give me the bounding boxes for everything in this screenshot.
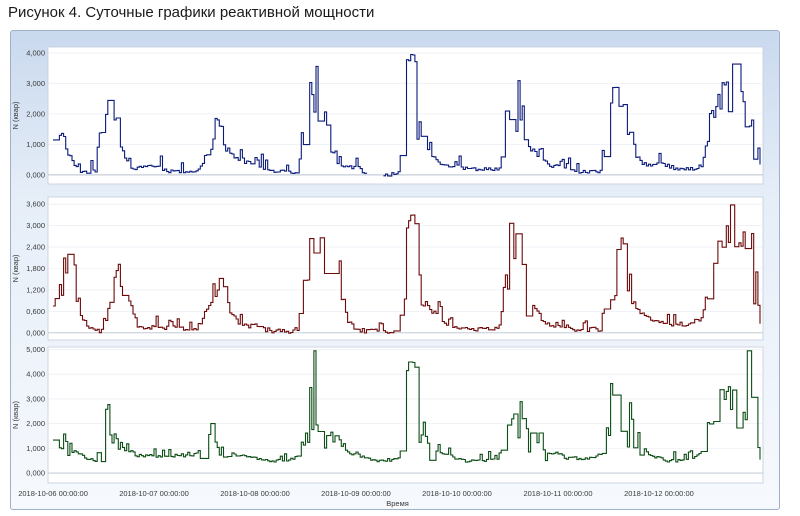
y-axis-title-green: N (квар) — [11, 400, 20, 429]
y-tick-label-blue: 3,000 — [26, 79, 45, 88]
y-tick-label-red: 2,400 — [26, 243, 45, 252]
x-tick-label: 2018-10-08 00:00:00 — [220, 489, 290, 498]
y-tick-label-red: 1,800 — [26, 264, 45, 273]
y-axis-title-red: N (квар) — [11, 254, 20, 283]
y-tick-label-green: 4,000 — [26, 370, 45, 379]
x-tick-label: 2018-10-11 00:00:00 — [523, 489, 592, 498]
y-tick-label-red: 0,000 — [26, 328, 45, 337]
x-tick-label: 2018-10-12 00:00:00 — [624, 489, 694, 498]
y-tick-label-blue: 2,000 — [26, 109, 45, 118]
y-tick-label-red: 3,000 — [26, 221, 45, 230]
y-tick-label-green: 5,000 — [26, 345, 45, 354]
x-axis-title: Время — [386, 499, 409, 508]
y-tick-label-red: 0,600 — [26, 307, 45, 316]
plot-area-blue — [47, 46, 764, 185]
y-tick-label-red: 3,600 — [26, 200, 45, 209]
figure-caption: Рисунок 4. Суточные графики реактивной м… — [8, 4, 375, 21]
plot-area-green — [47, 346, 764, 484]
y-tick-label-green: 0,000 — [26, 469, 45, 478]
y-tick-label-blue: 1,000 — [26, 140, 45, 149]
y-tick-label-blue: 4,000 — [26, 49, 45, 58]
x-tick-label: 2018-10-10 00:00:00 — [422, 489, 492, 498]
y-tick-label-blue: 0,000 — [26, 170, 45, 179]
y-axis-title-blue: N (квар) — [11, 101, 20, 130]
x-tick-label: 2018-10-06 00:00:00 — [18, 489, 88, 498]
series-line-red — [53, 204, 761, 334]
y-tick-label-green: 1,000 — [26, 444, 45, 453]
x-tick-label: 2018-10-09 00:00:00 — [321, 489, 391, 498]
series-line-green — [53, 350, 761, 463]
y-tick-label-green: 3,000 — [26, 394, 45, 403]
series-line-blue — [53, 53, 761, 177]
y-tick-label-red: 1,200 — [26, 285, 45, 294]
y-tick-label-green: 2,000 — [26, 419, 45, 428]
x-tick-label: 2018-10-07 00:00:00 — [119, 489, 189, 498]
